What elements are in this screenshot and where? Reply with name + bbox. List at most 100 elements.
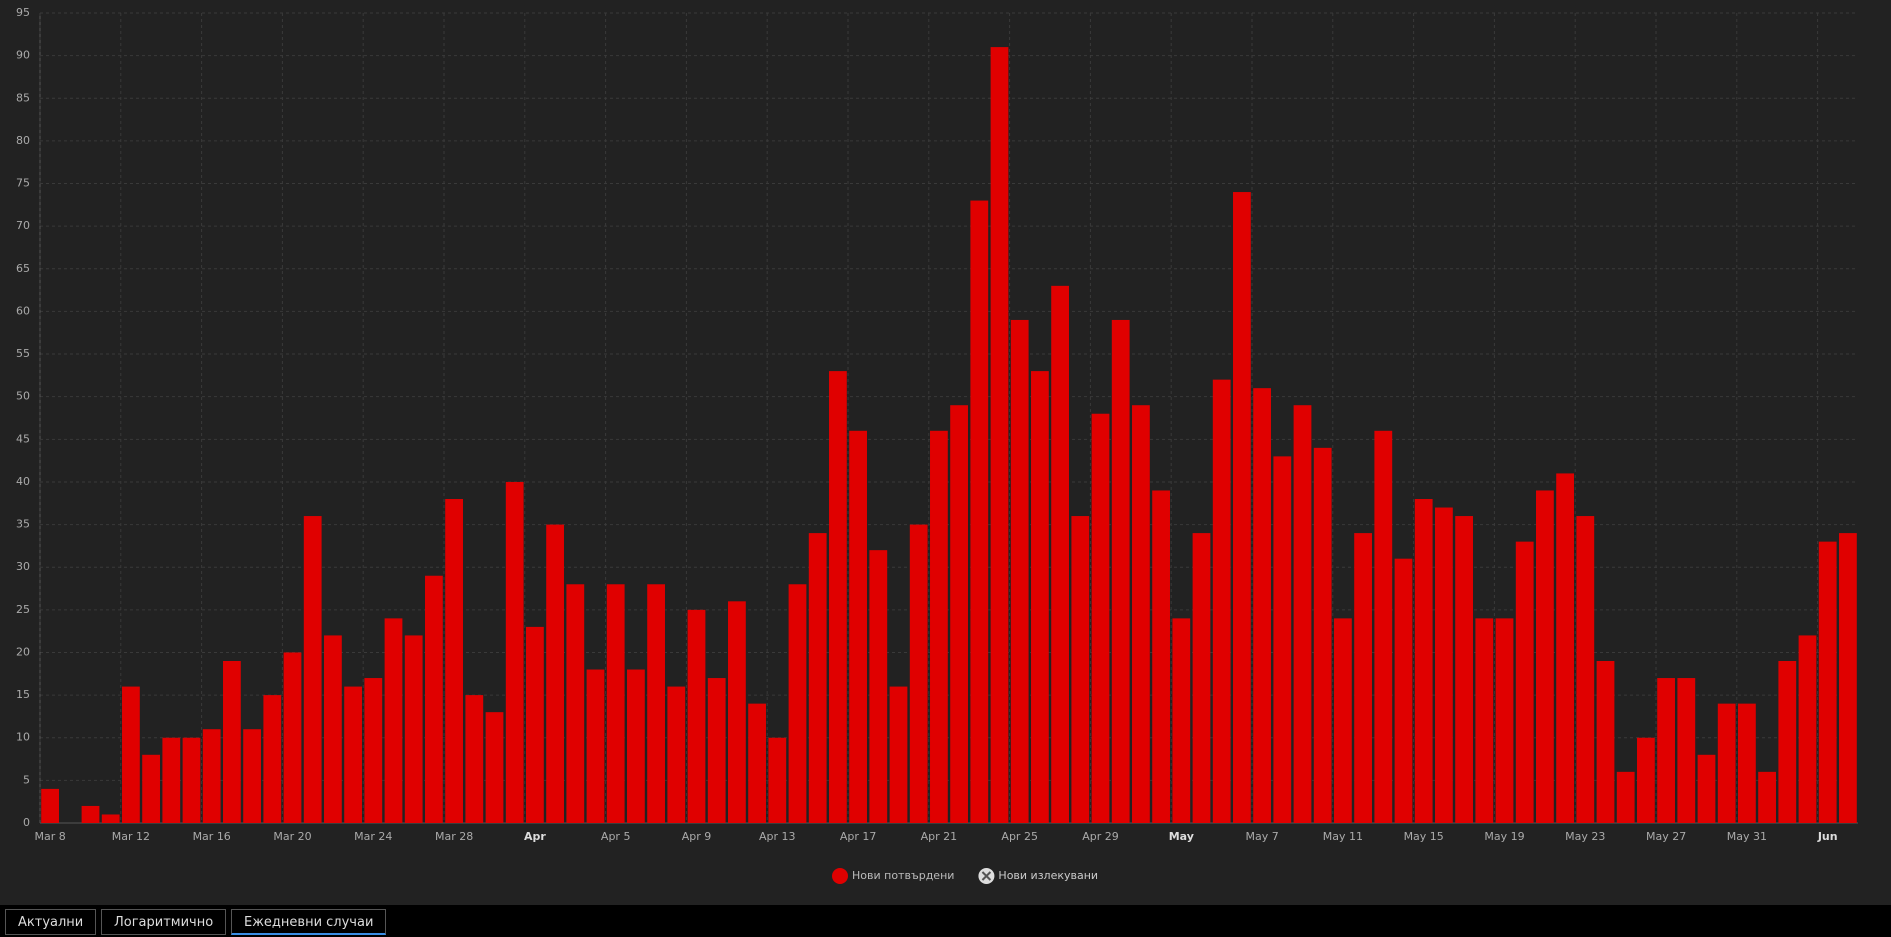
bar (889, 686, 908, 823)
y-tick-label: 40 (16, 475, 30, 488)
y-tick-label: 45 (16, 432, 30, 445)
bar (849, 430, 867, 823)
x-tick-label: Apr 21 (921, 830, 958, 843)
x-tick-label: Mar 16 (193, 830, 231, 843)
y-tick-label: 15 (16, 688, 30, 701)
x-tick-label: Mar 8 (34, 830, 65, 843)
bar (1273, 456, 1292, 823)
bar (1576, 516, 1595, 823)
bar (748, 703, 766, 823)
x-tick-label: Mar 24 (354, 830, 392, 843)
x-tick-label: May 19 (1484, 830, 1524, 843)
bar (606, 584, 625, 823)
y-tick-label: 75 (16, 177, 30, 190)
bar (445, 499, 463, 823)
bar (142, 754, 160, 823)
bar (1596, 661, 1615, 823)
x-tick-label: Apr 9 (682, 830, 712, 843)
bar (1515, 541, 1534, 823)
bar (122, 686, 140, 823)
bar (1010, 319, 1029, 823)
bar (566, 584, 585, 823)
bar (1212, 379, 1231, 823)
y-tick-label: 85 (16, 91, 30, 104)
bar (1717, 703, 1736, 823)
bar (223, 661, 241, 823)
bar (1455, 516, 1473, 823)
bar (1354, 533, 1372, 823)
y-tick-label: 80 (16, 134, 30, 147)
x-tick-label: Apr 29 (1082, 830, 1119, 843)
bar (1031, 371, 1049, 823)
bar (1778, 661, 1797, 823)
bar (526, 626, 544, 823)
bar (1758, 771, 1776, 823)
y-tick-label: 95 (16, 6, 30, 19)
bar (1798, 635, 1817, 823)
bar (1657, 678, 1675, 823)
bar (1192, 533, 1211, 823)
bar (324, 635, 342, 823)
bar (1334, 618, 1352, 823)
bar (1738, 703, 1756, 823)
bar (869, 550, 888, 823)
bar (728, 601, 746, 823)
bar (202, 729, 221, 823)
x-tick-label: Apr 17 (840, 830, 877, 843)
x-tick-label: May 27 (1646, 830, 1686, 843)
y-tick-label: 55 (16, 347, 30, 360)
tab[interactable]: Ежедневни случаи (231, 909, 387, 935)
bar (1435, 507, 1453, 823)
bar (1152, 490, 1170, 823)
x-tick-label: May 31 (1727, 830, 1767, 843)
y-tick-label: 90 (16, 49, 30, 62)
bar (970, 200, 989, 823)
bar (1495, 618, 1514, 823)
x-tick-label: Mar 20 (273, 830, 311, 843)
bar (1233, 192, 1251, 824)
y-tick-label: 70 (16, 219, 30, 232)
x-tick-label: May (1169, 830, 1194, 843)
bar (1071, 516, 1090, 823)
bar (1253, 388, 1271, 823)
legend-x-icon (981, 871, 992, 881)
bar (344, 686, 362, 823)
legend-label: Нови потвърдени (852, 869, 954, 882)
y-tick-label: 35 (16, 518, 30, 531)
bar (667, 686, 686, 823)
bar (425, 575, 443, 823)
bar (707, 678, 726, 823)
bar (465, 695, 484, 823)
bar (1616, 771, 1635, 823)
y-tick-label: 30 (16, 560, 30, 573)
bar (1475, 618, 1494, 823)
bar (263, 695, 282, 823)
legend-marker (832, 868, 848, 884)
bar (101, 814, 120, 823)
x-tick-label: Jun (1817, 830, 1838, 843)
bar (586, 669, 605, 823)
bar (41, 788, 59, 823)
y-tick-label: 25 (16, 603, 30, 616)
bar (404, 635, 423, 823)
x-tick-label: Mar 12 (112, 830, 150, 843)
bar (1051, 285, 1069, 823)
bar (485, 712, 504, 823)
x-tick-label: Apr 25 (1001, 830, 1038, 843)
x-tick-label: May 15 (1404, 830, 1444, 843)
x-tick-label: Mar 28 (435, 830, 473, 843)
bar (162, 737, 181, 823)
legend-label: Нови излекувани (998, 869, 1098, 882)
y-tick-label: 20 (16, 645, 30, 658)
bar (1394, 558, 1413, 823)
bar (1556, 473, 1574, 823)
tab[interactable]: Логаритмично (101, 909, 227, 935)
bar (1172, 618, 1191, 823)
x-tick-label: Apr 13 (759, 830, 796, 843)
bar (930, 430, 948, 823)
y-tick-label: 5 (23, 773, 30, 786)
bar (546, 524, 564, 823)
bar (1818, 541, 1837, 823)
tab[interactable]: Актуални (5, 909, 97, 935)
